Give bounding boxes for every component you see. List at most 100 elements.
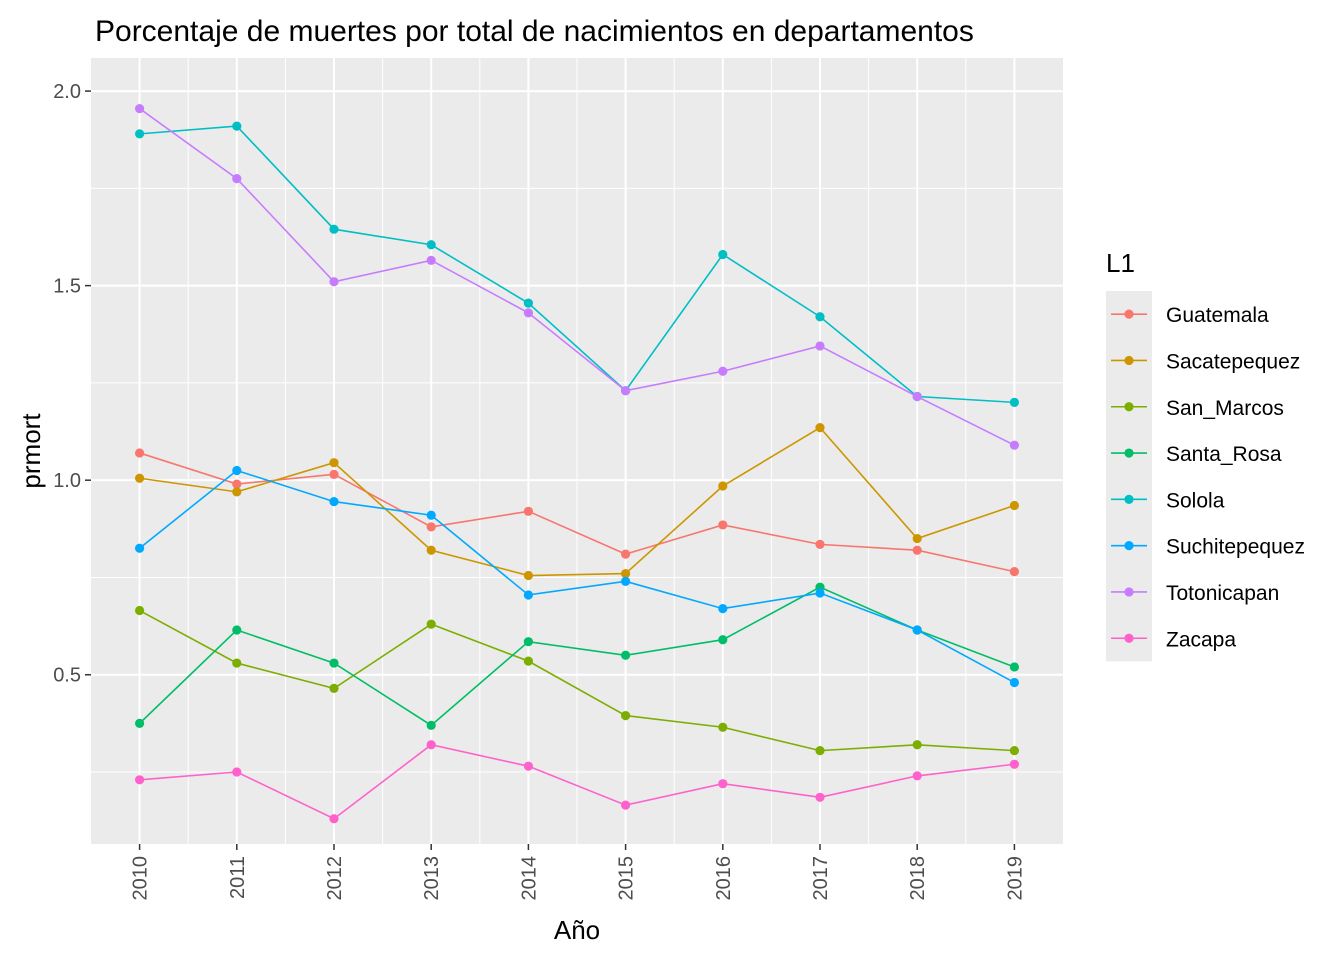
data-point-guatemala <box>1009 567 1020 577</box>
major-gridlines <box>91 58 1063 844</box>
data-point-guatemala <box>523 506 534 516</box>
legend-title: L1 <box>1106 248 1135 278</box>
legend-label: Totonicapan <box>1166 582 1279 605</box>
data-point-zacapa <box>912 771 922 781</box>
data-point-sacatepequez <box>523 570 534 581</box>
legend-label: Suchitepequez <box>1166 536 1305 559</box>
legend-key-point <box>1124 541 1134 551</box>
data-point-solola <box>523 298 534 308</box>
legend-label: Solola <box>1166 489 1225 512</box>
data-point-san_marcos <box>426 619 436 629</box>
legend-label: Zacapa <box>1166 628 1236 651</box>
data-point-santa_rosa <box>621 650 631 660</box>
data-point-guatemala <box>329 469 339 479</box>
x-tick-label: 2017 <box>810 856 832 901</box>
data-point-suchitepequez <box>815 588 825 598</box>
x-tick-label: 2014 <box>518 856 540 901</box>
x-axis-title: Año <box>554 915 600 945</box>
data-point-sacatepequez <box>1009 500 1020 511</box>
x-tick-label: 2016 <box>713 856 735 901</box>
legend-label: Guatemala <box>1166 304 1269 327</box>
data-point-zacapa <box>523 761 534 771</box>
series-layer <box>135 103 1020 824</box>
y-axis-title: prmort <box>16 413 46 489</box>
y-tick-label: 2.0 <box>53 81 81 103</box>
data-point-guatemala <box>426 522 436 532</box>
data-point-sacatepequez <box>232 487 242 497</box>
x-tick-label: 2010 <box>130 856 152 901</box>
data-point-santa_rosa <box>718 635 728 645</box>
data-point-santa_rosa <box>329 658 339 668</box>
data-point-totonicapan <box>523 308 534 318</box>
data-point-zacapa <box>329 814 339 824</box>
data-point-san_marcos <box>912 740 922 750</box>
data-point-solola <box>329 224 339 234</box>
data-point-suchitepequez <box>232 465 242 476</box>
data-point-totonicapan <box>718 366 728 376</box>
legend-item: Solola <box>1111 489 1225 512</box>
series-line-santa_rosa <box>139 586 1015 727</box>
data-point-guatemala <box>815 539 825 549</box>
legend-item: Zacapa <box>1111 628 1236 651</box>
data-point-solola <box>426 240 436 250</box>
legend-label: Sacatepequez <box>1166 350 1300 373</box>
data-point-guatemala <box>232 479 242 489</box>
data-point-zacapa <box>232 767 242 777</box>
x-tick-label: 2015 <box>616 856 638 901</box>
data-point-totonicapan <box>232 174 242 184</box>
data-point-solola <box>718 249 728 260</box>
data-point-sacatepequez <box>135 473 145 483</box>
data-point-san_marcos <box>718 722 728 732</box>
series-line-solola <box>139 125 1015 404</box>
data-point-guatemala <box>621 549 631 559</box>
data-point-san_marcos <box>621 710 631 721</box>
data-point-santa_rosa <box>523 637 534 647</box>
data-point-sacatepequez <box>912 533 922 544</box>
data-point-san_marcos <box>523 656 534 666</box>
x-tick-label: 2018 <box>907 856 929 901</box>
legend-key-point <box>1124 309 1134 319</box>
data-point-sacatepequez <box>718 481 728 491</box>
data-point-guatemala <box>718 520 728 530</box>
x-tick-label: 2012 <box>324 856 346 901</box>
data-point-san_marcos <box>329 683 339 693</box>
y-tick-label: 1.5 <box>53 276 81 298</box>
data-point-zacapa <box>815 792 825 802</box>
data-point-solola <box>1009 397 1020 407</box>
data-point-zacapa <box>135 775 145 785</box>
series-line-sacatepequez <box>139 426 1015 577</box>
y-tick-label: 0.5 <box>53 665 81 687</box>
data-point-santa_rosa <box>1009 662 1020 672</box>
legend-item: San_Marcos <box>1111 397 1284 420</box>
data-point-suchitepequez <box>523 590 534 600</box>
data-point-totonicapan <box>135 103 145 114</box>
legend-label: Santa_Rosa <box>1166 443 1282 466</box>
data-point-solola <box>135 129 145 139</box>
data-point-sacatepequez <box>621 568 631 579</box>
data-point-santa_rosa <box>135 718 145 728</box>
data-point-zacapa <box>1009 759 1020 769</box>
data-point-suchitepequez <box>1009 677 1020 688</box>
series-line-san_marcos <box>139 609 1015 752</box>
data-point-sacatepequez <box>329 458 339 468</box>
y-tick-label: 1.0 <box>53 470 81 492</box>
data-point-san_marcos <box>232 658 242 668</box>
y-axis: 0.5 1.0 1.5 2.0 <box>53 81 91 687</box>
series-line-guatemala <box>139 452 1015 573</box>
data-point-santa_rosa <box>426 720 436 730</box>
data-point-suchitepequez <box>329 496 339 507</box>
data-point-santa_rosa <box>232 625 242 635</box>
legend-key-point <box>1124 587 1134 597</box>
legend: L1 Guatemala Sacatepequez San_Marcos Santa_… <box>1106 248 1305 662</box>
data-point-sacatepequez <box>815 423 825 433</box>
legend-key-point <box>1124 355 1134 366</box>
data-point-san_marcos <box>815 746 825 756</box>
x-tick-label: 2011 <box>227 856 249 899</box>
x-tick-label: 2013 <box>421 856 443 901</box>
legend-key-point <box>1124 633 1134 643</box>
data-point-suchitepequez <box>426 510 436 520</box>
data-point-suchitepequez <box>912 625 922 635</box>
series-line-suchitepequez <box>139 469 1015 684</box>
series-line-totonicapan <box>139 107 1015 446</box>
